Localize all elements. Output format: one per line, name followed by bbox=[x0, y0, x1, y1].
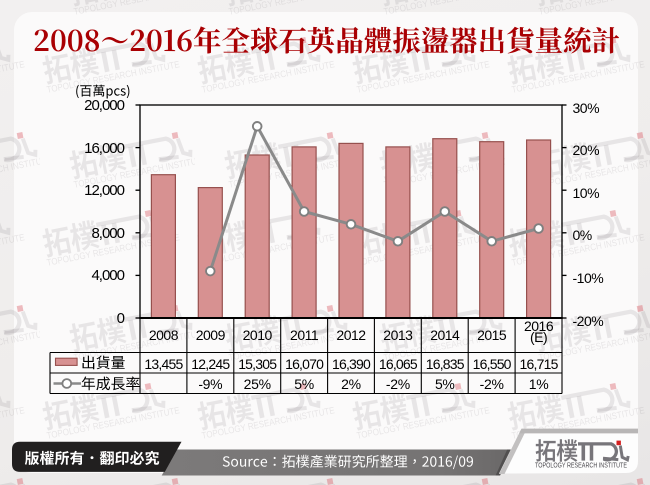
svg-text:TOPOLOGY RESEARCH INSTITUTE: TOPOLOGY RESEARCH INSTITUTE bbox=[535, 461, 627, 470]
